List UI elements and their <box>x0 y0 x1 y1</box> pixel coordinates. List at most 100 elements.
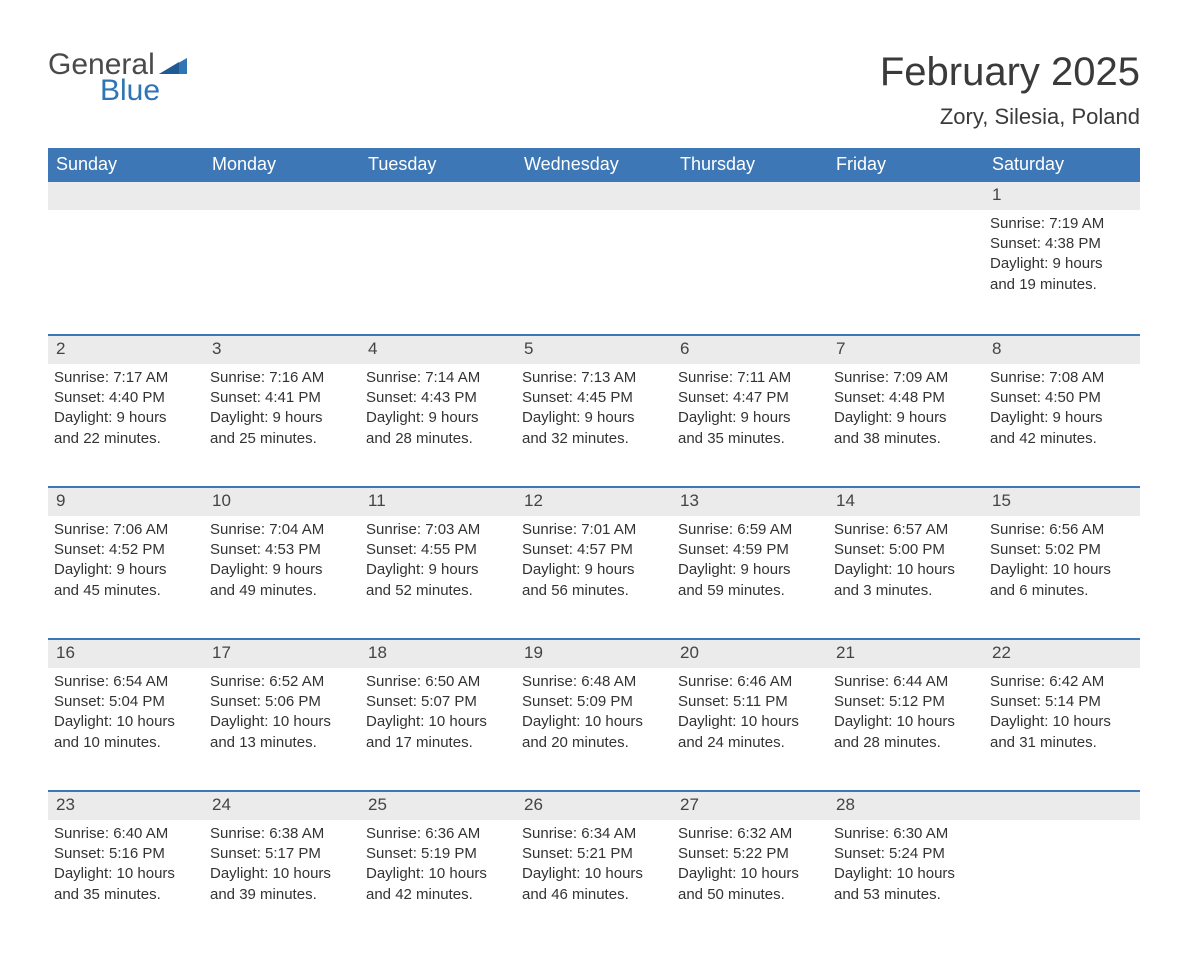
calendar-cell: 9Sunrise: 7:06 AMSunset: 4:52 PMDaylight… <box>48 488 204 620</box>
day-number: 16 <box>48 640 204 668</box>
daylight-line-1: Daylight: 10 hours <box>54 864 198 884</box>
calendar-cell <box>48 182 204 316</box>
sunrise-line: Sunrise: 6:57 AM <box>834 520 978 540</box>
daylight-line-1: Daylight: 9 hours <box>990 254 1134 274</box>
day-number: 13 <box>672 488 828 516</box>
calendar-cell: 8Sunrise: 7:08 AMSunset: 4:50 PMDaylight… <box>984 336 1140 468</box>
logo-word-blue: Blue <box>100 76 187 106</box>
sunset-line: Sunset: 4:57 PM <box>522 540 666 560</box>
calendar-cell: 28Sunrise: 6:30 AMSunset: 5:24 PMDayligh… <box>828 792 984 924</box>
weekday-header: Tuesday <box>360 148 516 182</box>
daylight-line-1: Daylight: 9 hours <box>990 408 1134 428</box>
calendar-cell: 12Sunrise: 7:01 AMSunset: 4:57 PMDayligh… <box>516 488 672 620</box>
sunrise-line: Sunrise: 6:56 AM <box>990 520 1134 540</box>
weekday-header: Wednesday <box>516 148 672 182</box>
weekday-header: Thursday <box>672 148 828 182</box>
day-number: 12 <box>516 488 672 516</box>
daylight-line-2: and 39 minutes. <box>210 885 354 905</box>
day-number: 9 <box>48 488 204 516</box>
day-number: 10 <box>204 488 360 516</box>
calendar-grid: SundayMondayTuesdayWednesdayThursdayFrid… <box>48 148 1140 924</box>
daylight-line-2: and 50 minutes. <box>678 885 822 905</box>
sunset-line: Sunset: 4:40 PM <box>54 388 198 408</box>
calendar-cell: 16Sunrise: 6:54 AMSunset: 5:04 PMDayligh… <box>48 640 204 772</box>
sunset-line: Sunset: 5:07 PM <box>366 692 510 712</box>
calendar-cell: 11Sunrise: 7:03 AMSunset: 4:55 PMDayligh… <box>360 488 516 620</box>
sunrise-line: Sunrise: 7:16 AM <box>210 368 354 388</box>
daylight-line-2: and 28 minutes. <box>366 429 510 449</box>
sunset-line: Sunset: 4:50 PM <box>990 388 1134 408</box>
sunset-line: Sunset: 4:55 PM <box>366 540 510 560</box>
daylight-line-1: Daylight: 10 hours <box>990 560 1134 580</box>
sunrise-line: Sunrise: 6:34 AM <box>522 824 666 844</box>
daylight-line-2: and 35 minutes. <box>678 429 822 449</box>
calendar-week: 2Sunrise: 7:17 AMSunset: 4:40 PMDaylight… <box>48 334 1140 468</box>
daylight-line-1: Daylight: 9 hours <box>678 560 822 580</box>
weekday-header: Monday <box>204 148 360 182</box>
daylight-line-1: Daylight: 10 hours <box>366 712 510 732</box>
sunrise-line: Sunrise: 6:48 AM <box>522 672 666 692</box>
daylight-line-2: and 13 minutes. <box>210 733 354 753</box>
sunset-line: Sunset: 5:17 PM <box>210 844 354 864</box>
daylight-line-1: Daylight: 9 hours <box>522 560 666 580</box>
daylight-line-2: and 10 minutes. <box>54 733 198 753</box>
daylight-line-2: and 42 minutes. <box>990 429 1134 449</box>
daylight-line-2: and 20 minutes. <box>522 733 666 753</box>
daylight-line-1: Daylight: 9 hours <box>54 560 198 580</box>
daylight-line-1: Daylight: 9 hours <box>366 560 510 580</box>
daylight-line-2: and 38 minutes. <box>834 429 978 449</box>
calendar-cell <box>984 792 1140 924</box>
week-gap <box>48 468 1140 486</box>
daylight-line-1: Daylight: 10 hours <box>990 712 1134 732</box>
sunrise-line: Sunrise: 6:36 AM <box>366 824 510 844</box>
sunrise-line: Sunrise: 7:11 AM <box>678 368 822 388</box>
sunrise-line: Sunrise: 7:14 AM <box>366 368 510 388</box>
day-number <box>672 182 828 210</box>
calendar-cell: 20Sunrise: 6:46 AMSunset: 5:11 PMDayligh… <box>672 640 828 772</box>
day-number <box>360 182 516 210</box>
sunset-line: Sunset: 4:52 PM <box>54 540 198 560</box>
daylight-line-2: and 28 minutes. <box>834 733 978 753</box>
daylight-line-2: and 46 minutes. <box>522 885 666 905</box>
day-number: 20 <box>672 640 828 668</box>
daylight-line-2: and 56 minutes. <box>522 581 666 601</box>
calendar-cell: 2Sunrise: 7:17 AMSunset: 4:40 PMDaylight… <box>48 336 204 468</box>
daylight-line-1: Daylight: 9 hours <box>210 408 354 428</box>
day-number: 6 <box>672 336 828 364</box>
daylight-line-1: Daylight: 9 hours <box>366 408 510 428</box>
week-gap <box>48 772 1140 790</box>
daylight-line-2: and 6 minutes. <box>990 581 1134 601</box>
sunrise-line: Sunrise: 7:08 AM <box>990 368 1134 388</box>
daylight-line-2: and 45 minutes. <box>54 581 198 601</box>
sunrise-line: Sunrise: 6:54 AM <box>54 672 198 692</box>
sunrise-line: Sunrise: 7:17 AM <box>54 368 198 388</box>
sunset-line: Sunset: 5:09 PM <box>522 692 666 712</box>
day-number: 18 <box>360 640 516 668</box>
sunrise-line: Sunrise: 6:42 AM <box>990 672 1134 692</box>
sunset-line: Sunset: 4:47 PM <box>678 388 822 408</box>
calendar-cell: 25Sunrise: 6:36 AMSunset: 5:19 PMDayligh… <box>360 792 516 924</box>
calendar-cell: 7Sunrise: 7:09 AMSunset: 4:48 PMDaylight… <box>828 336 984 468</box>
sunrise-line: Sunrise: 6:38 AM <box>210 824 354 844</box>
day-number: 23 <box>48 792 204 820</box>
daylight-line-1: Daylight: 9 hours <box>210 560 354 580</box>
daylight-line-1: Daylight: 10 hours <box>54 712 198 732</box>
day-number: 17 <box>204 640 360 668</box>
day-number: 3 <box>204 336 360 364</box>
sunset-line: Sunset: 5:16 PM <box>54 844 198 864</box>
sunset-line: Sunset: 5:24 PM <box>834 844 978 864</box>
calendar-cell: 3Sunrise: 7:16 AMSunset: 4:41 PMDaylight… <box>204 336 360 468</box>
daylight-line-1: Daylight: 10 hours <box>210 864 354 884</box>
week-gap <box>48 620 1140 638</box>
sunrise-line: Sunrise: 7:03 AM <box>366 520 510 540</box>
calendar-cell: 6Sunrise: 7:11 AMSunset: 4:47 PMDaylight… <box>672 336 828 468</box>
daylight-line-2: and 31 minutes. <box>990 733 1134 753</box>
sunrise-line: Sunrise: 6:59 AM <box>678 520 822 540</box>
day-number: 14 <box>828 488 984 516</box>
daylight-line-2: and 24 minutes. <box>678 733 822 753</box>
day-number: 7 <box>828 336 984 364</box>
calendar-cell: 1Sunrise: 7:19 AMSunset: 4:38 PMDaylight… <box>984 182 1140 316</box>
day-number: 25 <box>360 792 516 820</box>
weekday-header: Saturday <box>984 148 1140 182</box>
day-number: 22 <box>984 640 1140 668</box>
